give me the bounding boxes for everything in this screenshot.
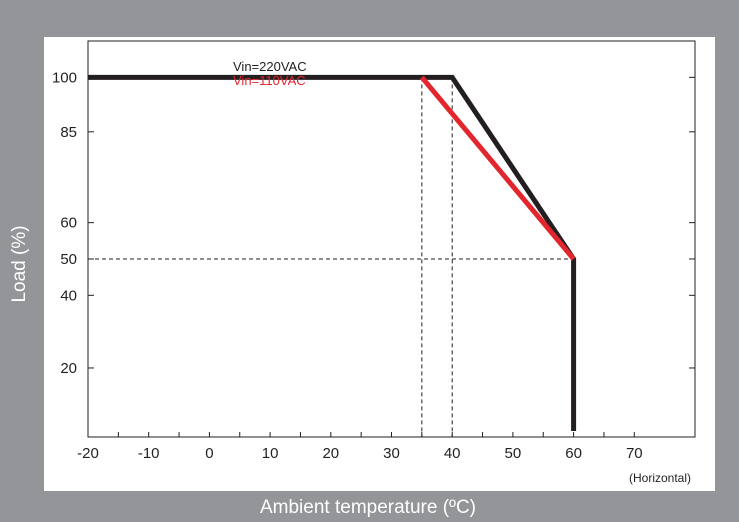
x-axis-note: (Horizontal) [629,471,691,485]
x-tick-label: -20 [77,445,99,462]
x-tick-label: 60 [565,445,582,462]
x-axis-label: Ambient temperature (ºC) [259,497,477,518]
y-axis-label: Load (%) [9,225,30,303]
series-lines [88,74,577,431]
x-tick-label: 40 [444,445,461,462]
legend-item-1: Vin=110VAC [233,73,306,88]
x-tick-label: 20 [322,445,339,462]
chart-panel: -20 -10 0 10 20 30 40 50 60 70 100 85 60 50 40 20 Vin=… [44,37,715,491]
series-line-1 [419,75,576,261]
guide-lines [88,77,574,437]
y-tick-label: 20 [60,360,77,377]
legend-item-0: Vin=220VAC [233,59,307,74]
x-tick-label: 0 [205,445,213,462]
y-tick-label: 100 [52,69,77,86]
x-tick-label: 50 [505,445,522,462]
y-tick-label: 85 [60,124,77,141]
x-tick-label: 10 [262,445,279,462]
x-axis-ticks: -20 -10 0 10 20 30 40 50 60 70 [77,432,643,462]
y-axis-ticks: 100 85 60 50 40 20 [52,69,695,377]
x-tick-label: -10 [138,445,160,462]
y-tick-label: 40 [60,287,77,304]
x-tick-label: 30 [383,445,400,462]
y-tick-label: 60 [60,215,77,232]
series-line-0 [88,74,577,431]
x-tick-label: 70 [626,445,643,462]
derating-chart: -20 -10 0 10 20 30 40 50 60 70 100 85 60 50 40 20 Vin=… [52,40,696,485]
plot-frame [87,40,696,438]
y-tick-label: 50 [60,251,77,268]
